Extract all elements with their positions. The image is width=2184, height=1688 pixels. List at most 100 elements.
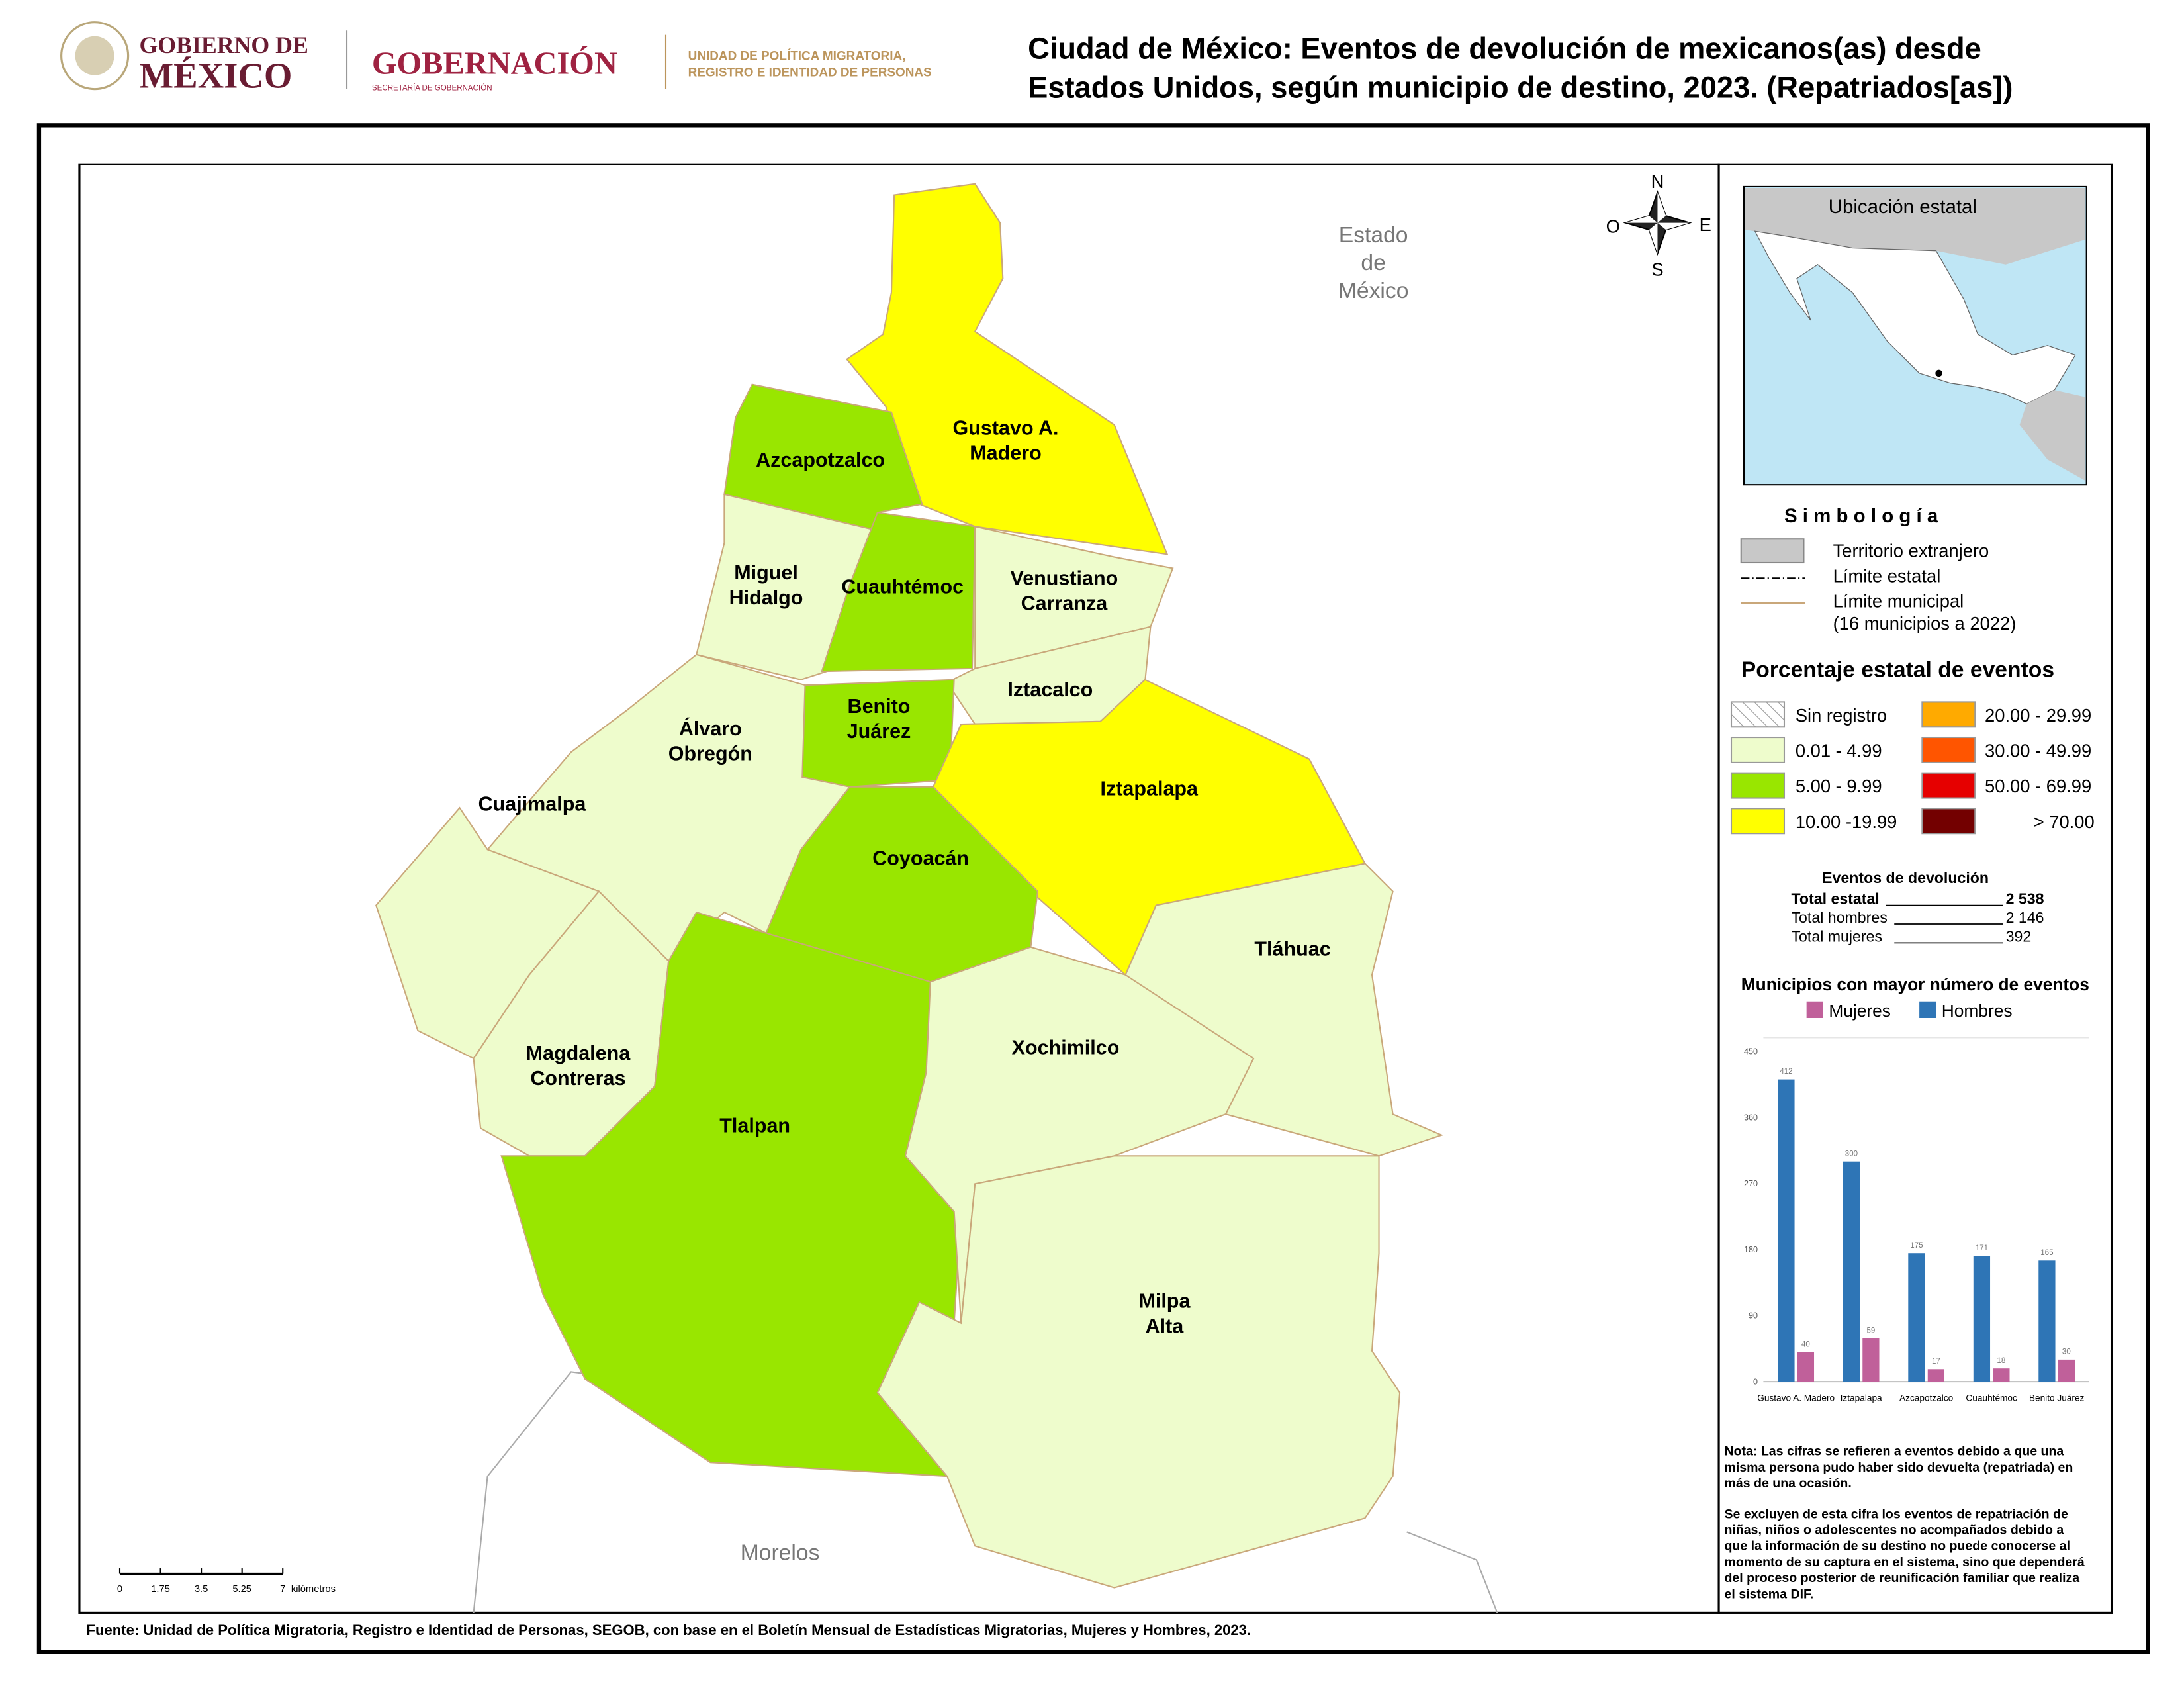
- municipality-label-line: Álvaro: [679, 717, 742, 740]
- compass-label: O: [1606, 216, 1620, 236]
- unit-text: REGISTRO E IDENTIDAD DE PERSONAS: [688, 66, 932, 80]
- y-tick-label: 270: [1744, 1179, 1758, 1188]
- municipality-label-line: Venustiano: [1011, 567, 1118, 590]
- inset-location: [1935, 369, 1942, 377]
- neighbor-label-line: Morelos: [741, 1540, 820, 1565]
- neighbor-label-line: de: [1361, 251, 1385, 275]
- municipality-label: Benito Juárez: [847, 695, 911, 743]
- logo-text: MÉXICO: [139, 56, 292, 96]
- class-swatch: [1921, 736, 1976, 763]
- bar: [2058, 1359, 2075, 1382]
- seal: [60, 21, 130, 91]
- bar: [1973, 1256, 1991, 1382]
- logo-text: GOBIERNO DE: [139, 32, 308, 58]
- municipality-label-line: Tláhuac: [1254, 937, 1330, 960]
- value-label: 30: [2062, 1348, 2071, 1356]
- municipality-label: Coyoacán: [872, 847, 969, 870]
- legend-label: Hombres: [1942, 1001, 2013, 1021]
- seal-center: [75, 36, 114, 75]
- value-label: 40: [1801, 1340, 1810, 1348]
- municipality-label-line: Coyoacán: [872, 847, 969, 870]
- legend-label: Límite estatal: [1833, 565, 1941, 586]
- y-tick-label: 90: [1749, 1311, 1758, 1321]
- municipality-label: Xochimilco: [1012, 1037, 1120, 1059]
- bar: [1778, 1079, 1795, 1382]
- municipality-label-line: Carranza: [1021, 592, 1109, 615]
- class-label: 0.01 - 4.99: [1796, 741, 1882, 761]
- scale-label: 7: [280, 1584, 285, 1595]
- stat-value: 392: [2006, 927, 2032, 945]
- municipality: [846, 183, 1169, 555]
- note: Nota: Las cifras se refieren a eventos d…: [1724, 1444, 2073, 1491]
- class-swatch: [1730, 736, 1786, 763]
- map: [375, 183, 1498, 1613]
- class-swatch: [1730, 772, 1786, 799]
- value-label: 171: [1976, 1244, 1988, 1252]
- stat-label: Total estatal: [1792, 890, 1880, 907]
- x-tick-label: Iztapalapa: [1841, 1393, 1882, 1403]
- legend-title: S i m b o l o g í a: [1784, 505, 1938, 527]
- legend-label: Territorio extranjero: [1833, 541, 1989, 561]
- class-swatch: [1921, 772, 1976, 799]
- y-tick-label: 180: [1744, 1245, 1758, 1254]
- legend-label: Mujeres: [1829, 1001, 1891, 1021]
- title: Estados Unidos, según municipio de desti…: [1028, 70, 2013, 104]
- municipality-label-line: Gustavo A.: [953, 416, 1059, 439]
- value-label: 175: [1910, 1242, 1923, 1250]
- legend-swatch: [1919, 1001, 1936, 1018]
- bar: [1908, 1253, 1925, 1382]
- note-line: que la información de su destino no pued…: [1724, 1539, 2070, 1554]
- class-swatch: [1921, 701, 1976, 728]
- note: Se excluyen de esta cifra los eventos de…: [1724, 1507, 2084, 1601]
- inset-foreign: [1745, 188, 2085, 265]
- legend-label: (16 municipios a 2022): [1833, 613, 2017, 633]
- municipality-label: Cuauhtémoc: [841, 575, 964, 598]
- municipality-label-line: Milpa: [1138, 1290, 1191, 1313]
- inset-title: Ubicación estatal: [1829, 196, 1977, 218]
- stat-value: 2 146: [2006, 909, 2044, 926]
- municipality-label-line: Obregón: [668, 743, 752, 765]
- y-tick-label: 360: [1744, 1113, 1758, 1122]
- stats-title: Eventos de devolución: [1822, 869, 1989, 886]
- legend-swatch: [1806, 1001, 1823, 1018]
- scale-label: 1.75: [151, 1584, 170, 1595]
- municipality-label: Milpa Alta: [1138, 1290, 1191, 1338]
- stat-label: Total hombres: [1792, 909, 1888, 926]
- value-label: 300: [1845, 1150, 1858, 1158]
- municipality-label-line: Hidalgo: [729, 586, 803, 609]
- legend-label: Límite municipal: [1833, 590, 1964, 611]
- municipality-label-line: Cuauhtémoc: [841, 575, 964, 598]
- municipality-label: Miguel Hidalgo: [729, 561, 803, 609]
- legend-swatch: [1740, 538, 1805, 564]
- municipality-label-line: Tlalpan: [719, 1115, 790, 1137]
- municipality-label: Álvaro Obregón: [668, 717, 752, 765]
- bar: [1862, 1338, 1880, 1382]
- class-label: 5.00 - 9.99: [1796, 776, 1882, 796]
- compass: [1623, 190, 1692, 256]
- municipality-label-line: Iztacalco: [1007, 679, 1093, 701]
- class-label: 10.00 -19.99: [1796, 812, 1897, 832]
- scale-label: 5.25: [232, 1584, 251, 1595]
- neighbor-label-line: Estado: [1339, 223, 1408, 248]
- value-label: 17: [1932, 1358, 1940, 1366]
- class-label: 50.00 - 69.99: [1985, 776, 2091, 796]
- municipality-label-line: Contreras: [530, 1067, 625, 1090]
- class-label: > 70.00: [2034, 812, 2095, 832]
- municipality-label: Azcapotzalco: [756, 449, 885, 471]
- municipality-label-line: Cuajimalpa: [478, 793, 587, 816]
- y-tick-label: 450: [1744, 1047, 1758, 1056]
- class-label: 30.00 - 49.99: [1985, 741, 2091, 761]
- compass-label: E: [1700, 214, 1711, 235]
- compass-label: N: [1651, 171, 1664, 192]
- bar: [2038, 1260, 2056, 1382]
- unit-text: UNIDAD DE POLÍTICA MIGRATORIA,: [688, 48, 906, 63]
- value-label: 412: [1780, 1068, 1792, 1076]
- municipality-label-line: Magdalena: [526, 1042, 631, 1064]
- x-tick-label: Benito Juárez: [2029, 1393, 2085, 1403]
- municipality-label: Gustavo A. Madero: [953, 416, 1059, 464]
- municipality-label: Cuajimalpa: [478, 793, 587, 816]
- class-swatch: [1730, 701, 1786, 728]
- bar: [1927, 1369, 1945, 1382]
- municipality-label-line: Madero: [970, 442, 1041, 464]
- inset-foreign: [2019, 390, 2085, 481]
